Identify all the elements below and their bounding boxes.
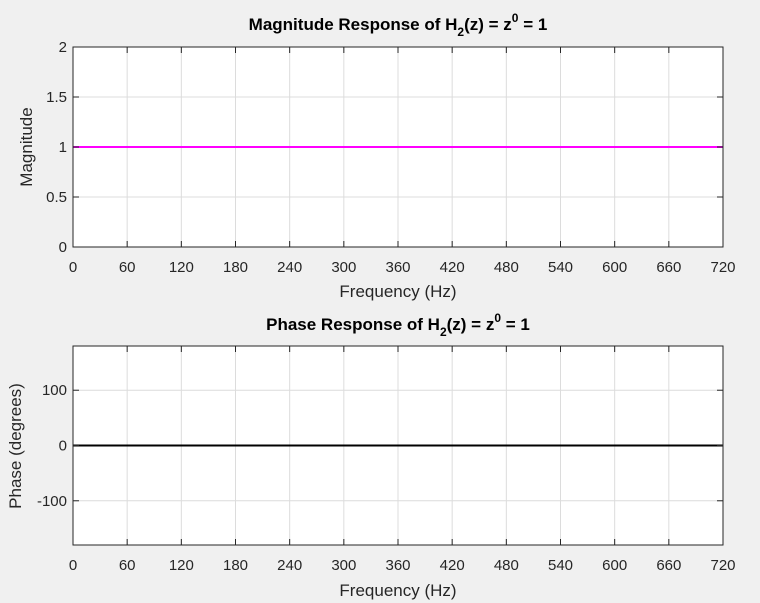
magnitude-x-axis-label: Frequency (Hz) — [339, 282, 456, 301]
phase-y-tick-label: 0 — [59, 438, 67, 455]
magnitude-x-tick-label: 720 — [710, 259, 735, 276]
phase-y-tick-label: 100 — [42, 382, 67, 399]
phase-x-tick-label: 120 — [169, 557, 194, 574]
magnitude-x-tick-label: 60 — [119, 259, 136, 276]
phase-x-axis-label: Frequency (Hz) — [339, 581, 456, 600]
phase-y-axis-label: Phase (degrees) — [6, 383, 25, 509]
magnitude-x-tick-label: 540 — [548, 259, 573, 276]
magnitude-y-tick-label: 1 — [59, 139, 67, 156]
magnitude-y-tick-label: 1.5 — [46, 89, 67, 106]
phase-x-tick-label: 540 — [548, 557, 573, 574]
magnitude-x-tick-label: 120 — [169, 259, 194, 276]
magnitude-x-tick-label: 420 — [440, 259, 465, 276]
phase-x-tick-label: 360 — [385, 557, 410, 574]
magnitude-x-tick-label: 240 — [277, 259, 302, 276]
magnitude-x-tick-label: 660 — [656, 259, 681, 276]
magnitude-y-tick-label: 0 — [59, 239, 67, 256]
magnitude-plot: 0 60 120 180 240 300 360 420 480 540 600 660 720 0 0.… — [17, 11, 736, 301]
magnitude-x-tick-label: 480 — [494, 259, 519, 276]
phase-x-tick-label: 720 — [710, 557, 735, 574]
magnitude-y-tick-label: 0.5 — [46, 189, 67, 206]
phase-x-tick-label: 240 — [277, 557, 302, 574]
magnitude-y-ticks: 0 0.5 1 1.5 2 — [46, 39, 723, 256]
magnitude-y-tick-label: 2 — [59, 39, 67, 56]
phase-y-tick-label: -100 — [37, 493, 67, 510]
phase-y-ticks: -100 0 100 — [37, 382, 723, 510]
magnitude-x-tick-label: 0 — [69, 259, 77, 276]
phase-x-tick-label: 420 — [440, 557, 465, 574]
phase-x-tick-label: 660 — [656, 557, 681, 574]
magnitude-title: Magnitude Response of H2(z) = z0 = 1 — [249, 11, 548, 39]
phase-x-ticks: 0 60 120 180 240 300 360 420 480 540 600 660 720 — [69, 346, 736, 574]
magnitude-y-axis-label: Magnitude — [17, 107, 36, 186]
phase-x-tick-label: 600 — [602, 557, 627, 574]
phase-plot: 0 60 120 180 240 300 360 420 480 540 600 660 720 -10… — [6, 311, 736, 600]
phase-x-tick-label: 300 — [331, 557, 356, 574]
magnitude-x-tick-label: 600 — [602, 259, 627, 276]
magnitude-x-tick-label: 360 — [385, 259, 410, 276]
magnitude-x-ticks: 0 60 120 180 240 300 360 420 480 540 600 660 720 — [69, 47, 736, 276]
phase-title: Phase Response of H2(z) = z0 = 1 — [266, 311, 530, 339]
phase-x-tick-label: 0 — [69, 557, 77, 574]
phase-x-tick-label: 180 — [223, 557, 248, 574]
magnitude-x-tick-label: 180 — [223, 259, 248, 276]
phase-x-tick-label: 480 — [494, 557, 519, 574]
phase-x-tick-label: 60 — [119, 557, 136, 574]
magnitude-x-tick-label: 300 — [331, 259, 356, 276]
